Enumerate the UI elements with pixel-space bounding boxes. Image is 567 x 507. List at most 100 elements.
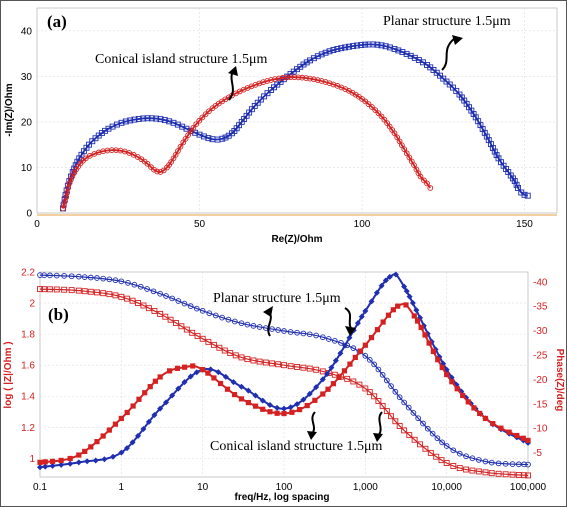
data-point [76, 452, 82, 458]
data-point [169, 392, 176, 399]
data-point [392, 418, 399, 425]
data-point [144, 286, 150, 292]
data-point [42, 463, 49, 470]
data-point [481, 129, 488, 136]
data-point [427, 185, 434, 191]
data-point [112, 421, 119, 427]
data-point [422, 445, 429, 452]
y-tick-label-a: 30 [21, 72, 33, 83]
data-point [390, 307, 396, 313]
data-point [250, 323, 257, 329]
data-point [167, 316, 174, 323]
data-point [94, 289, 100, 296]
data-point [260, 79, 267, 85]
data-point [81, 274, 88, 280]
data-point [399, 49, 406, 56]
data-point [346, 334, 353, 341]
y-tick-label-b: 1.8 [21, 330, 35, 341]
data-point [354, 42, 361, 49]
data-point [319, 368, 326, 375]
x-tick-label-a: 50 [194, 219, 206, 230]
data-point [151, 411, 158, 418]
data-point [283, 74, 290, 81]
data-point [224, 386, 231, 392]
data-point [498, 425, 504, 431]
data-point [362, 385, 369, 392]
data-point [169, 295, 175, 302]
y-tick-label-a: 40 [21, 26, 33, 37]
data-point [151, 166, 157, 173]
data-point [86, 141, 92, 148]
data-point [362, 308, 369, 315]
data-point [491, 148, 498, 155]
data-point [294, 329, 300, 336]
data-point [314, 53, 321, 60]
data-point [382, 43, 389, 50]
data-point [100, 290, 107, 297]
data-point [362, 353, 369, 359]
data-point [205, 135, 212, 142]
data-point [68, 287, 75, 294]
data-point [182, 364, 188, 370]
data-point [145, 418, 152, 425]
data-point [396, 394, 403, 401]
data-point [187, 373, 194, 380]
data-point [326, 48, 333, 55]
data-point [303, 75, 309, 81]
data-point [414, 318, 421, 324]
data-point [142, 390, 148, 396]
annotation-arrowhead-conical-b-right [373, 433, 383, 442]
data-point [100, 275, 107, 282]
data-point [465, 399, 471, 405]
data-point [513, 181, 520, 188]
series-a-1 [60, 74, 434, 212]
data-point [75, 287, 82, 294]
data-point [264, 78, 270, 84]
data-point [310, 55, 317, 62]
data-point [41, 272, 48, 279]
data-point [166, 368, 173, 374]
annotation-arrowhead-conical-b-left [307, 431, 317, 440]
data-point [287, 74, 294, 81]
data-point [151, 308, 158, 314]
x-tick-label-b: 100 [276, 482, 293, 493]
data-point [374, 327, 381, 333]
data-point [477, 410, 483, 417]
data-point [469, 455, 476, 462]
data-point [251, 102, 258, 109]
data-point [429, 430, 436, 437]
y-tick-label-a: 20 [21, 117, 33, 128]
data-point [300, 330, 307, 337]
data-point [88, 444, 94, 450]
data-point [75, 273, 82, 280]
x-axis-label-a: Re(Z)/Ohm [271, 234, 322, 245]
data-point [524, 192, 531, 199]
data-point [325, 386, 331, 392]
data-point [439, 364, 445, 371]
data-point [260, 406, 266, 412]
data-point [122, 118, 129, 125]
data-point [174, 365, 181, 371]
data-point [410, 410, 417, 416]
data-point [320, 391, 326, 397]
data-point [401, 399, 407, 406]
data-point [245, 399, 251, 406]
data-point [190, 363, 196, 369]
data-point [135, 115, 142, 122]
data-point [181, 379, 188, 386]
data-point [254, 99, 261, 106]
data-point [206, 108, 212, 115]
data-point [67, 455, 73, 462]
data-point [136, 396, 142, 402]
data-point [148, 115, 155, 122]
data-point [366, 389, 373, 396]
data-point [401, 427, 408, 434]
data-point [372, 107, 379, 113]
data-point [514, 432, 520, 439]
data-point [82, 448, 88, 454]
data-point [378, 282, 385, 289]
data-point [342, 44, 349, 51]
data-point [495, 460, 502, 467]
annotation-arrowhead-planar-b-left [263, 306, 273, 317]
data-point [303, 59, 310, 66]
